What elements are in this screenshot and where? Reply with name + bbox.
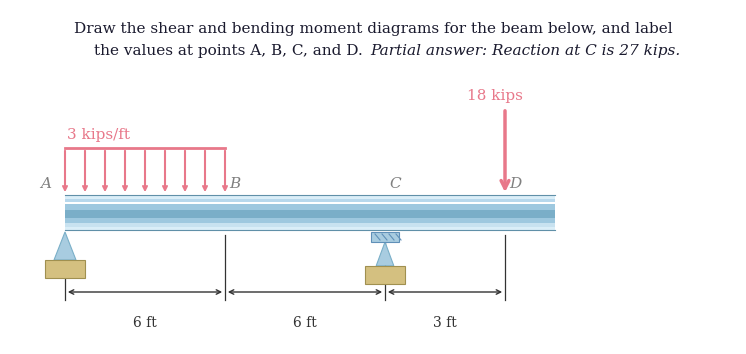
- Text: 3 kips/ft: 3 kips/ft: [67, 128, 130, 142]
- Polygon shape: [376, 242, 394, 266]
- Bar: [65, 195, 555, 199]
- Bar: [65, 210, 555, 218]
- Bar: [371, 232, 399, 242]
- Bar: [65, 223, 555, 227]
- Bar: [365, 266, 405, 284]
- Bar: [45, 260, 85, 278]
- Text: 18 kips: 18 kips: [467, 89, 523, 103]
- Text: 3 ft: 3 ft: [433, 316, 457, 330]
- Bar: [65, 218, 555, 223]
- Bar: [65, 227, 555, 230]
- Text: A: A: [40, 177, 51, 191]
- Text: 6 ft: 6 ft: [133, 316, 157, 330]
- Text: D: D: [509, 177, 521, 191]
- Text: C: C: [389, 177, 401, 191]
- Text: Draw the shear and bending moment diagrams for the beam below, and label: Draw the shear and bending moment diagra…: [74, 22, 672, 36]
- Text: Partial answer: Reaction at C is 27 kips.: Partial answer: Reaction at C is 27 kips…: [370, 44, 680, 58]
- Bar: [65, 204, 555, 210]
- Text: the values at points A, B, C, and D.: the values at points A, B, C, and D.: [95, 44, 368, 58]
- Text: B: B: [229, 177, 240, 191]
- Polygon shape: [54, 232, 76, 260]
- Text: 6 ft: 6 ft: [293, 316, 317, 330]
- Bar: [65, 202, 555, 204]
- Bar: [65, 199, 555, 202]
